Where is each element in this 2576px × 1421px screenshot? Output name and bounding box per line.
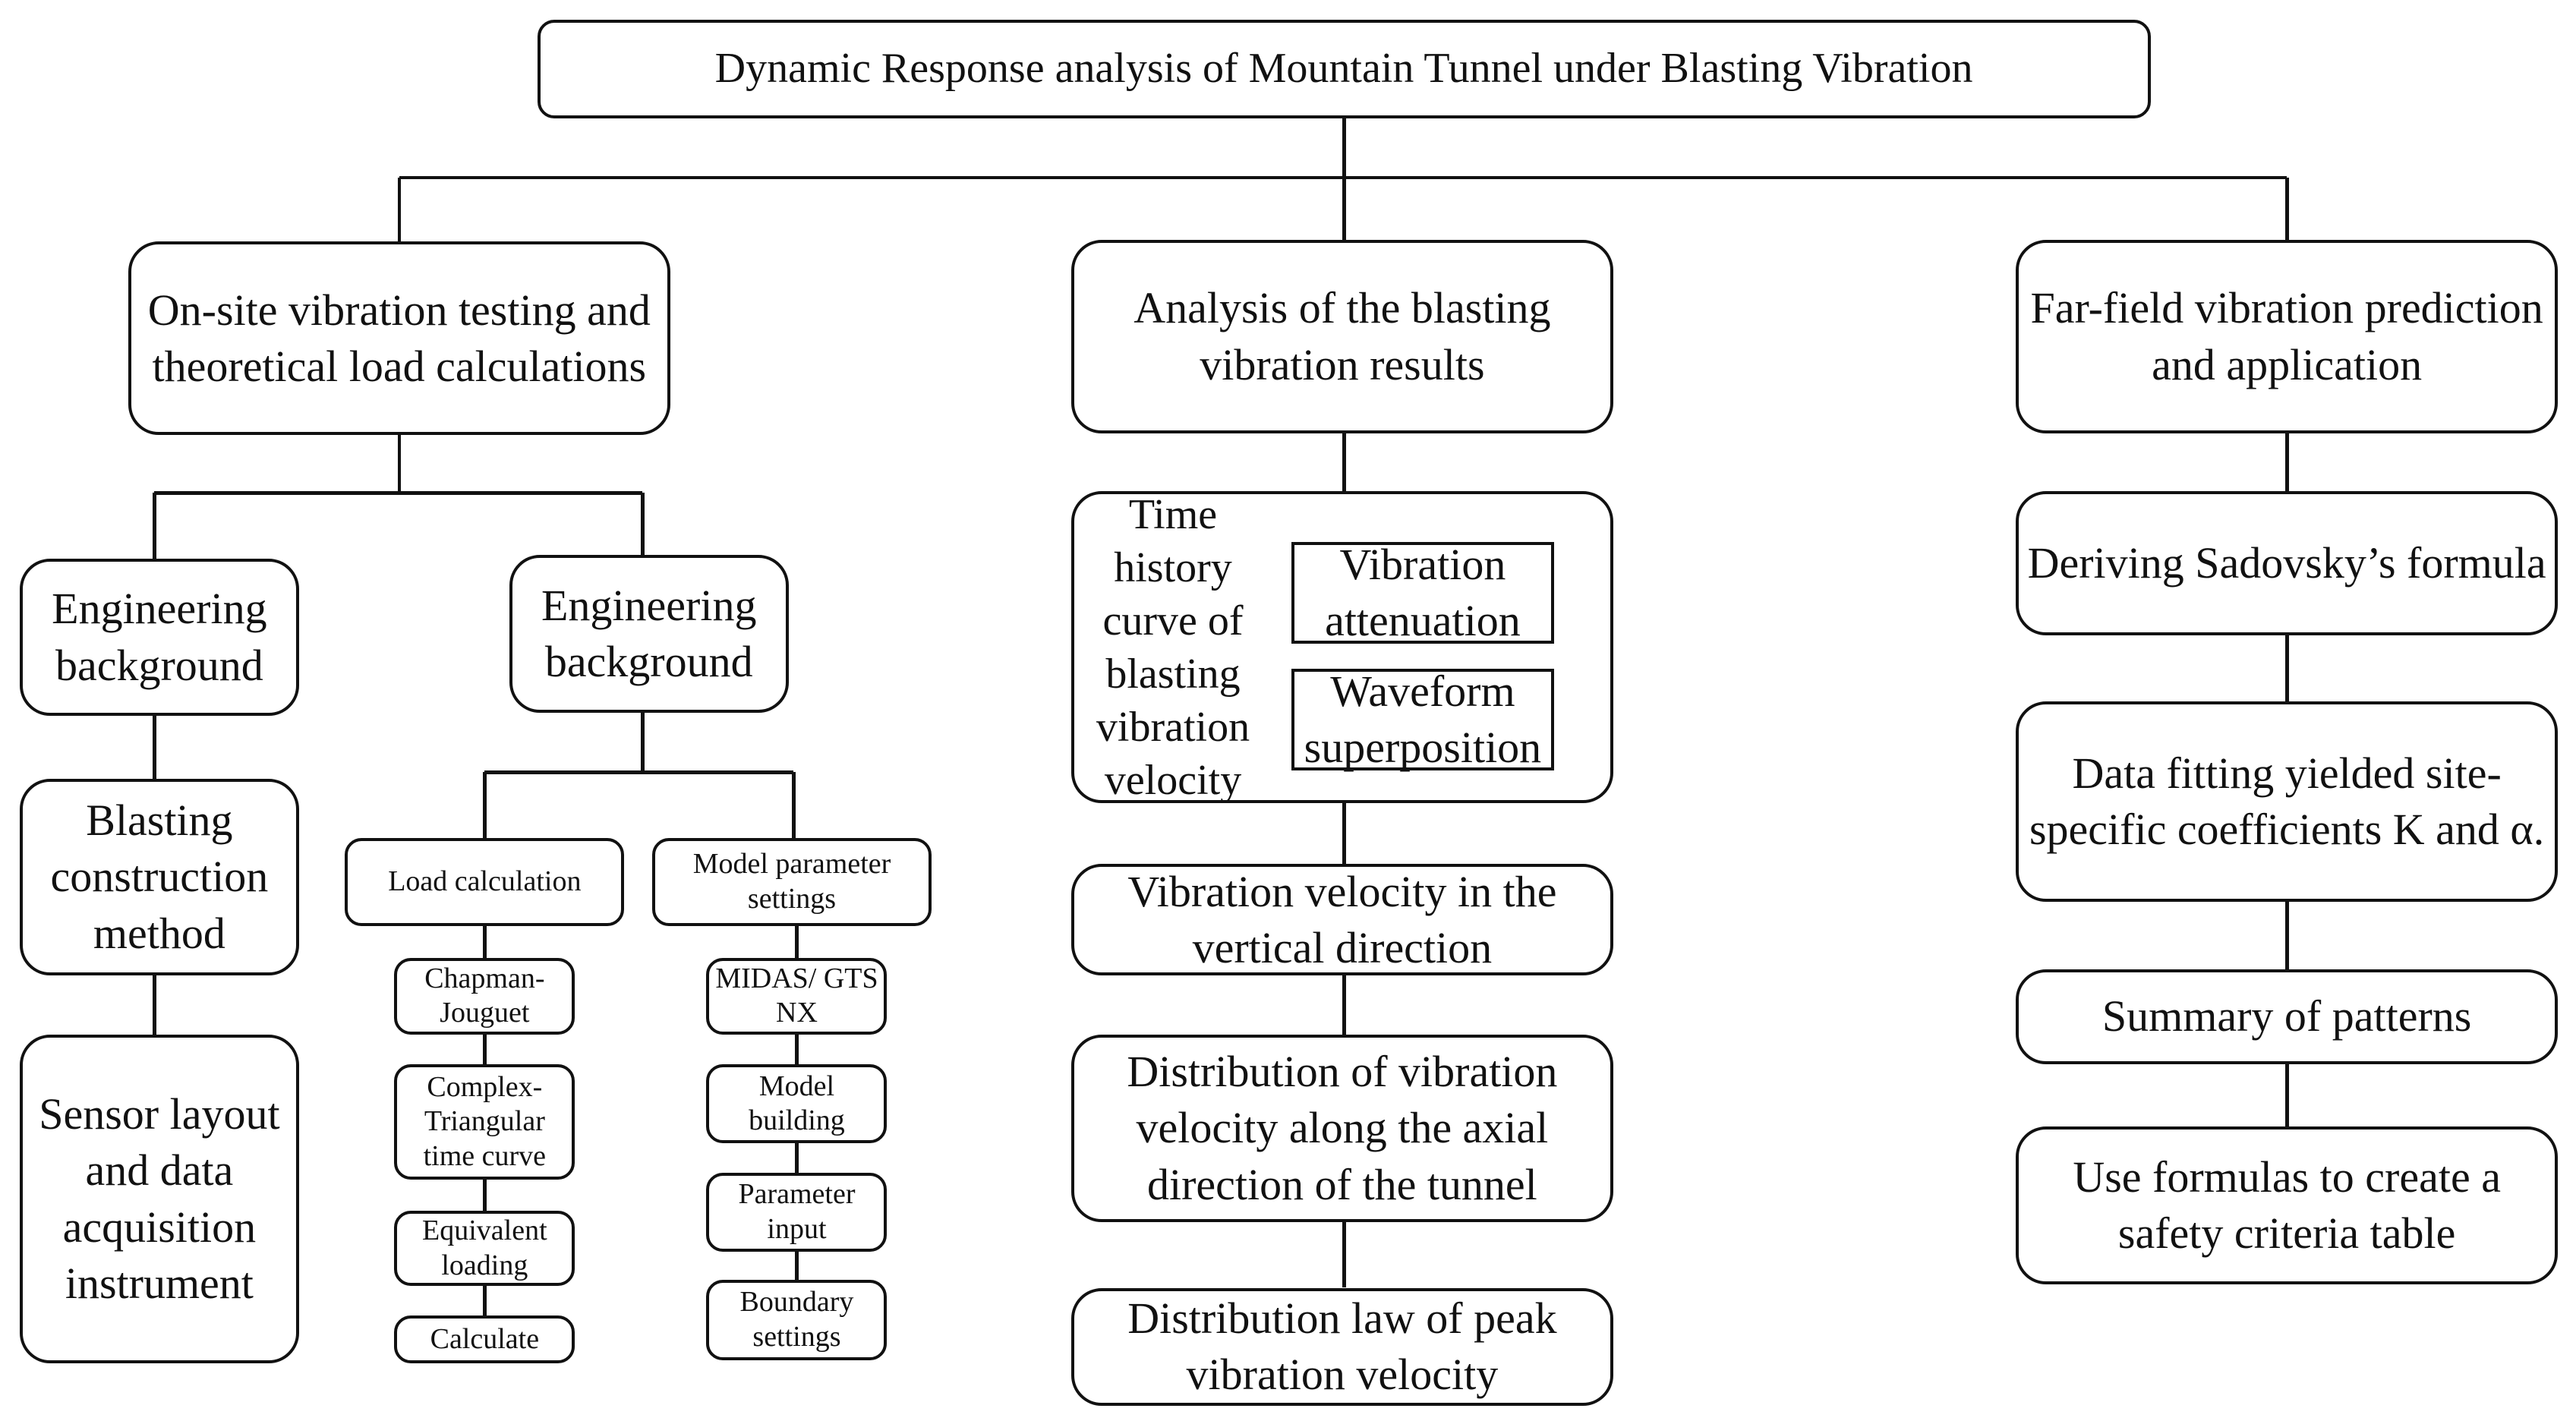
connector-line <box>2285 635 2289 701</box>
connector-line <box>2285 1064 2289 1127</box>
connector-line <box>154 491 643 495</box>
right-step-label: Deriving Sadovsky’s formula <box>2027 538 2546 588</box>
load-step-label: Equivalent loading <box>422 1214 547 1281</box>
center-step: Vibration velocity in the vertical direc… <box>1070 864 1613 976</box>
load-calculation-header: Load calculation <box>345 837 625 927</box>
left-col2-header-label: Engineering background <box>541 581 757 687</box>
load-step: Complex-Triangular time curve <box>394 1064 575 1180</box>
center-branch-header: Analysis of the blasting vibration resul… <box>1070 239 1613 434</box>
model-step: Parameter input <box>706 1173 888 1252</box>
time-history-label: Time history curve of blasting vibration… <box>1096 490 1250 804</box>
model-step-label: MIDAS/ GTS NX <box>715 962 878 1029</box>
connector-line <box>153 975 156 1035</box>
load-step-label: Chapman-Jouguet <box>424 962 545 1029</box>
connector-line <box>1342 118 1346 178</box>
load-step: Chapman-Jouguet <box>394 957 575 1035</box>
diagram-title-label: Dynamic Response analysis of Mountain Tu… <box>714 45 1973 93</box>
load-step-label: Complex-Triangular time curve <box>423 1070 547 1172</box>
vibration-attenuation-box: Vibration attenuation <box>1291 540 1555 645</box>
connector-line <box>483 926 487 958</box>
right-step: Summary of patterns <box>2016 969 2559 1065</box>
connector-line <box>153 716 156 779</box>
connector-line <box>795 1143 799 1173</box>
connector-line <box>795 926 799 958</box>
connector-line <box>1342 975 1346 1035</box>
connector-line <box>1342 177 1346 240</box>
left-col1-step-label: Blasting construction method <box>50 796 269 958</box>
connector-line <box>483 1179 487 1211</box>
center-step-label: Distribution law of peak vibration veloc… <box>1127 1293 1557 1400</box>
model-step-label: Parameter input <box>738 1178 856 1245</box>
connector-line <box>153 493 156 559</box>
load-step: Equivalent loading <box>394 1210 575 1287</box>
connector-line <box>641 493 645 556</box>
connector-line <box>1342 433 1346 491</box>
right-branch-header-label: Far-field vibration prediction and appli… <box>2030 283 2543 389</box>
model-step-label: Boundary settings <box>739 1286 854 1353</box>
left-col1-step: Blasting construction method <box>19 778 299 976</box>
connector-line <box>795 1251 799 1280</box>
right-step: Deriving Sadovsky’s formula <box>2016 491 2559 636</box>
center-step: Distribution law of peak vibration veloc… <box>1070 1287 1613 1407</box>
left-col1-step-label: Sensor layout and data acquisition instr… <box>39 1089 280 1308</box>
left-branch-header: On-site vibration testing and theoretica… <box>128 241 670 436</box>
connector-line <box>1342 1221 1346 1288</box>
left-col2-header: Engineering background <box>509 555 789 714</box>
load-calculation-header-label: Load calculation <box>388 865 582 898</box>
right-step: Use formulas to create a safety criteria… <box>2016 1126 2559 1285</box>
center-step: Distribution of vibration velocity along… <box>1070 1035 1613 1222</box>
waveform-superposition-box: Waveform superposition <box>1291 666 1555 772</box>
connector-line <box>483 1286 487 1316</box>
connector-line <box>483 1035 487 1065</box>
connector-line <box>484 770 794 774</box>
model-step: MIDAS/ GTS NX <box>706 957 888 1035</box>
center-step-label: Vibration velocity in the vertical direc… <box>1127 866 1557 972</box>
connector-line <box>397 177 402 242</box>
right-step-label: Summary of patterns <box>2101 991 2472 1041</box>
load-step: Calculate <box>394 1315 575 1364</box>
left-branch-header-label: On-site vibration testing and theoretica… <box>147 285 651 391</box>
connector-line <box>2285 901 2289 969</box>
vibration-attenuation-box-label: Vibration attenuation <box>1325 539 1521 646</box>
model-step: Boundary settings <box>706 1279 888 1360</box>
connector-line <box>2285 433 2289 491</box>
connector-line <box>641 713 645 773</box>
model-step-label: Model building <box>749 1070 845 1137</box>
connector-line <box>397 435 402 493</box>
model-step: Model building <box>706 1064 888 1144</box>
diagram-title: Dynamic Response analysis of Mountain Tu… <box>537 19 2151 118</box>
right-step: Data fitting yielded site-specific coeff… <box>2016 701 2559 902</box>
left-col1-step-label: Engineering background <box>52 584 267 690</box>
connector-line <box>483 772 487 838</box>
load-step-label: Calculate <box>430 1322 540 1355</box>
right-step-label: Data fitting yielded site-specific coeff… <box>2029 748 2545 854</box>
connector-line <box>792 772 796 838</box>
connector-line <box>1342 803 1346 865</box>
center-branch-header-label: Analysis of the blasting vibration resul… <box>1134 283 1551 389</box>
left-col1-step: Engineering background <box>19 558 299 717</box>
left-col1-step: Sensor layout and data acquisition instr… <box>19 1035 299 1364</box>
center-step-label: Distribution of vibration velocity along… <box>1127 1047 1558 1209</box>
waveform-superposition-box-label: Waveform superposition <box>1304 666 1542 772</box>
model-parameter-header-label: Model parameter settings <box>692 848 891 915</box>
connector-line <box>795 1035 799 1065</box>
connector-line <box>2285 177 2289 240</box>
model-parameter-header: Model parameter settings <box>652 837 932 927</box>
right-branch-header: Far-field vibration prediction and appli… <box>2016 239 2559 434</box>
right-step-label: Use formulas to create a safety criteria… <box>2073 1152 2501 1259</box>
